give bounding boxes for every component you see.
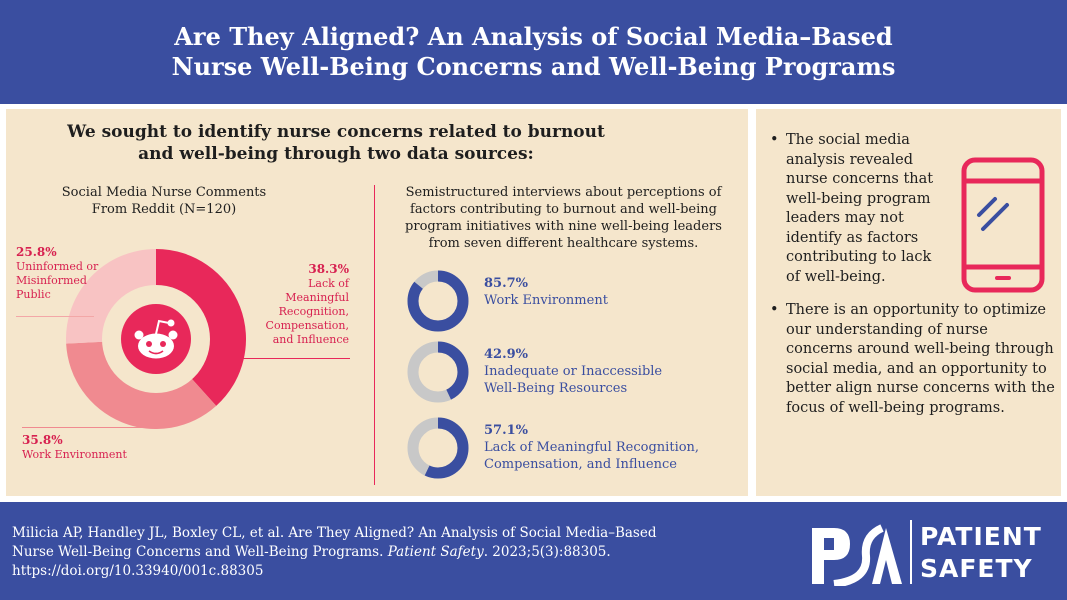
social-media-title: Social Media Nurse Comments From Reddit … bbox=[54, 184, 274, 218]
findings-panel: The social media analysis revealed nurse… bbox=[756, 109, 1061, 496]
work-pct: 35.8% bbox=[22, 433, 63, 447]
section-divider bbox=[374, 185, 375, 485]
citation-journal: Patient Safety bbox=[387, 544, 484, 560]
reddit-icon bbox=[134, 319, 178, 359]
patient-safety-logo: PATIENT SAFETY bbox=[808, 514, 1058, 590]
citation-line-1: Milicia AP, Handley JL, Boxley CL, et al… bbox=[12, 525, 657, 541]
finding-bullet-2: There is an opportunity to optimize our … bbox=[768, 301, 1058, 418]
citation-line-2: Nurse Well-Being Concerns and Well-Being… bbox=[12, 543, 712, 562]
citation-line-2a: Nurse Well-Being Concerns and Well-Being… bbox=[12, 544, 384, 560]
citation-line-2b: . 2023;5(3):88305. bbox=[483, 544, 611, 560]
social-title-line-2: From Reddit (N=120) bbox=[91, 202, 237, 217]
stat-label: Inadequate or Inaccessible Well-Being Re… bbox=[484, 363, 744, 397]
lack-label-line-3: Recognition, bbox=[278, 305, 349, 318]
stat-item: 42.9% Inadequate or Inaccessible Well-Be… bbox=[406, 340, 746, 403]
annotation-public: 25.8% Uninformed or Misinformed Public bbox=[16, 245, 126, 302]
stat-label-line-1: Work Environment bbox=[484, 293, 608, 308]
smartphone-icon bbox=[961, 157, 1045, 293]
stat-donut-chart bbox=[407, 341, 469, 403]
lack-pct: 38.3% bbox=[308, 262, 349, 276]
stat-donut-chart bbox=[407, 417, 469, 479]
social-title-line-1: Social Media Nurse Comments bbox=[61, 185, 267, 200]
interviews-line-2: factors contributing to burnout and well… bbox=[410, 202, 717, 217]
intro-line-1: We sought to identify nurse concerns rel… bbox=[67, 122, 605, 142]
psa-logo-mark bbox=[812, 524, 902, 586]
public-label-line-3: Public bbox=[16, 288, 51, 301]
page-title: Are They Aligned? An Analysis of Social … bbox=[0, 22, 1067, 82]
lack-label-line-5: and Influence bbox=[272, 333, 349, 346]
citation: Milicia AP, Handley JL, Boxley CL, et al… bbox=[12, 524, 712, 581]
donut-value-arc bbox=[407, 270, 469, 332]
lack-label-line-1: Lack of bbox=[308, 277, 349, 290]
public-label-line-2: Misinformed bbox=[16, 274, 87, 287]
stat-pct: 42.9% bbox=[484, 347, 529, 362]
annotation-lack: 38.3% Lack of Meaningful Recognition, Co… bbox=[249, 262, 349, 347]
lack-label-line-4: Compensation, bbox=[265, 319, 349, 332]
interviews-line-4: from seven different healthcare systems. bbox=[428, 236, 699, 251]
stat-label: Lack of Meaningful Recognition, Compensa… bbox=[484, 439, 744, 473]
title-line-1: Are They Aligned? An Analysis of Social … bbox=[174, 22, 893, 51]
header-banner: Are They Aligned? An Analysis of Social … bbox=[0, 0, 1067, 104]
logo-separator bbox=[910, 520, 912, 584]
stat-label-line-1: Inadequate or Inaccessible bbox=[484, 364, 663, 379]
stat-item: 85.7% Work Environment bbox=[406, 269, 746, 332]
work-label-line-1: Work Environment bbox=[22, 448, 127, 461]
footer-banner: Milicia AP, Handley JL, Boxley CL, et al… bbox=[0, 502, 1067, 600]
annotation-work: 35.8% Work Environment bbox=[22, 433, 222, 462]
stat-label-line-1: Lack of Meaningful Recognition, bbox=[484, 440, 700, 455]
stat-donut-chart bbox=[407, 270, 469, 332]
stat-pct: 85.7% bbox=[484, 276, 529, 291]
stat-label-line-2: Well-Being Resources bbox=[484, 381, 628, 396]
intro-heading: We sought to identify nurse concerns rel… bbox=[56, 121, 616, 165]
stat-label-line-2: Compensation, and Influence bbox=[484, 457, 677, 472]
work-leader-line bbox=[22, 427, 142, 428]
lack-label-line-2: Meaningful bbox=[285, 291, 349, 304]
stat-label: Work Environment bbox=[484, 292, 744, 309]
donut-value-arc bbox=[407, 341, 469, 403]
stat-pct: 57.1% bbox=[484, 423, 529, 438]
interviews-line-3: program initiatives with nine well-being… bbox=[405, 219, 722, 234]
interviews-line-1: Semistructured interviews about percepti… bbox=[405, 185, 722, 200]
stat-item: 57.1% Lack of Meaningful Recognition, Co… bbox=[406, 416, 746, 479]
citation-doi: https://doi.org/10.33940/001c.88305 bbox=[12, 563, 264, 579]
public-leader-line bbox=[16, 316, 94, 317]
logo-text-safety: SAFETY bbox=[920, 554, 1033, 583]
title-line-2: Nurse Well-Being Concerns and Well-Being… bbox=[171, 52, 896, 81]
public-pct: 25.8% bbox=[16, 245, 57, 259]
social-media-donut-chart bbox=[66, 249, 246, 429]
finding-bullet-1: The social media analysis revealed nurse… bbox=[768, 131, 936, 287]
intro-line-2: and well-being through two data sources: bbox=[138, 144, 534, 164]
findings-list: The social media analysis revealed nurse… bbox=[768, 131, 1058, 418]
logo-text-patient: PATIENT bbox=[920, 522, 1042, 551]
interviews-title: Semistructured interviews about percepti… bbox=[386, 184, 741, 252]
lack-leader-line bbox=[238, 358, 350, 359]
data-sources-panel: We sought to identify nurse concerns rel… bbox=[6, 109, 748, 496]
donut-value-arc bbox=[407, 417, 469, 479]
public-label-line-1: Uninformed or bbox=[16, 260, 99, 273]
